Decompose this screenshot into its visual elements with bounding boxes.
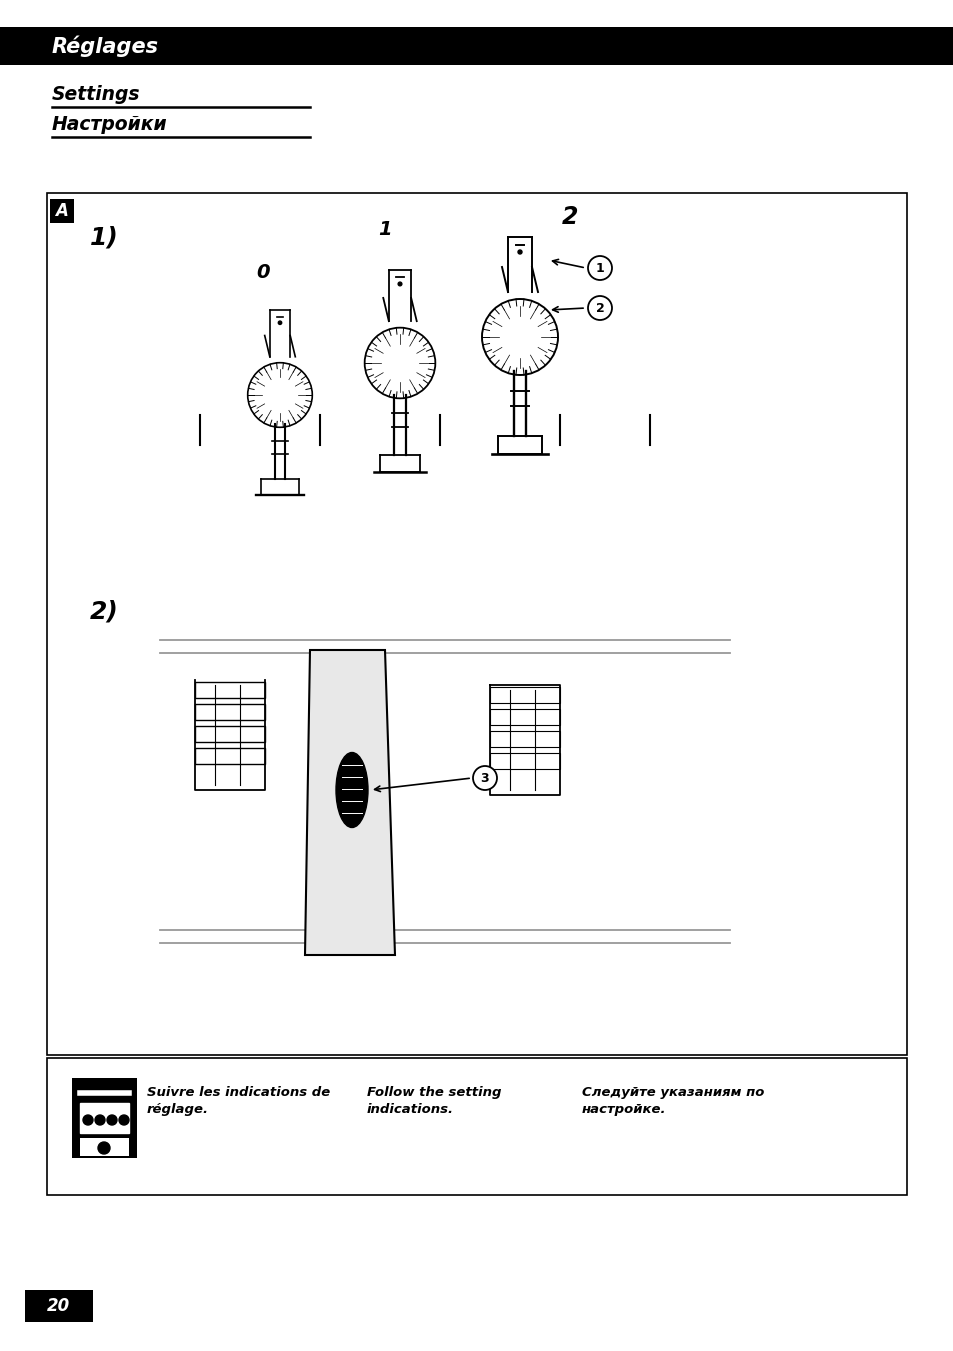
Ellipse shape xyxy=(335,753,368,828)
Bar xyxy=(194,704,265,720)
Text: 0: 0 xyxy=(256,263,270,282)
Circle shape xyxy=(587,296,612,320)
Text: Réglages: Réglages xyxy=(52,35,159,57)
Text: 20: 20 xyxy=(48,1297,71,1315)
Bar xyxy=(71,1078,137,1158)
Circle shape xyxy=(481,299,558,376)
Bar xyxy=(490,731,559,747)
Text: 1): 1) xyxy=(90,226,118,249)
Circle shape xyxy=(95,1115,105,1125)
Text: 1: 1 xyxy=(377,220,392,239)
Bar xyxy=(47,193,906,1055)
Bar xyxy=(194,682,265,698)
Circle shape xyxy=(83,1115,92,1125)
Bar xyxy=(50,199,74,223)
Text: 3: 3 xyxy=(480,771,489,785)
Circle shape xyxy=(119,1115,129,1125)
Bar xyxy=(194,748,265,765)
Polygon shape xyxy=(305,650,395,955)
Text: 1: 1 xyxy=(595,262,604,274)
Bar xyxy=(490,753,559,769)
Bar xyxy=(80,1102,129,1133)
Circle shape xyxy=(364,328,435,399)
Text: Suivre les indications de
réglage.: Suivre les indications de réglage. xyxy=(147,1086,330,1116)
Text: 2: 2 xyxy=(595,301,604,315)
Circle shape xyxy=(473,766,497,790)
Text: Follow the setting
indications.: Follow the setting indications. xyxy=(367,1086,501,1116)
Circle shape xyxy=(248,362,312,427)
Text: Следуйте указаниям по
настройке.: Следуйте указаниям по настройке. xyxy=(581,1086,763,1116)
Text: 2): 2) xyxy=(90,600,118,624)
Circle shape xyxy=(517,250,521,254)
Bar xyxy=(194,725,265,742)
Bar xyxy=(490,688,559,703)
Bar xyxy=(490,709,559,725)
Text: Settings: Settings xyxy=(52,85,140,104)
Text: A: A xyxy=(55,203,69,220)
Circle shape xyxy=(278,322,281,324)
Bar xyxy=(80,1138,129,1156)
Circle shape xyxy=(107,1115,117,1125)
Text: Настройки: Настройки xyxy=(52,115,168,134)
Bar xyxy=(25,1290,92,1323)
Circle shape xyxy=(587,255,612,280)
Circle shape xyxy=(397,282,401,286)
Bar xyxy=(47,1058,906,1196)
Circle shape xyxy=(98,1142,110,1154)
Text: 2: 2 xyxy=(561,205,578,230)
Bar xyxy=(0,27,953,65)
